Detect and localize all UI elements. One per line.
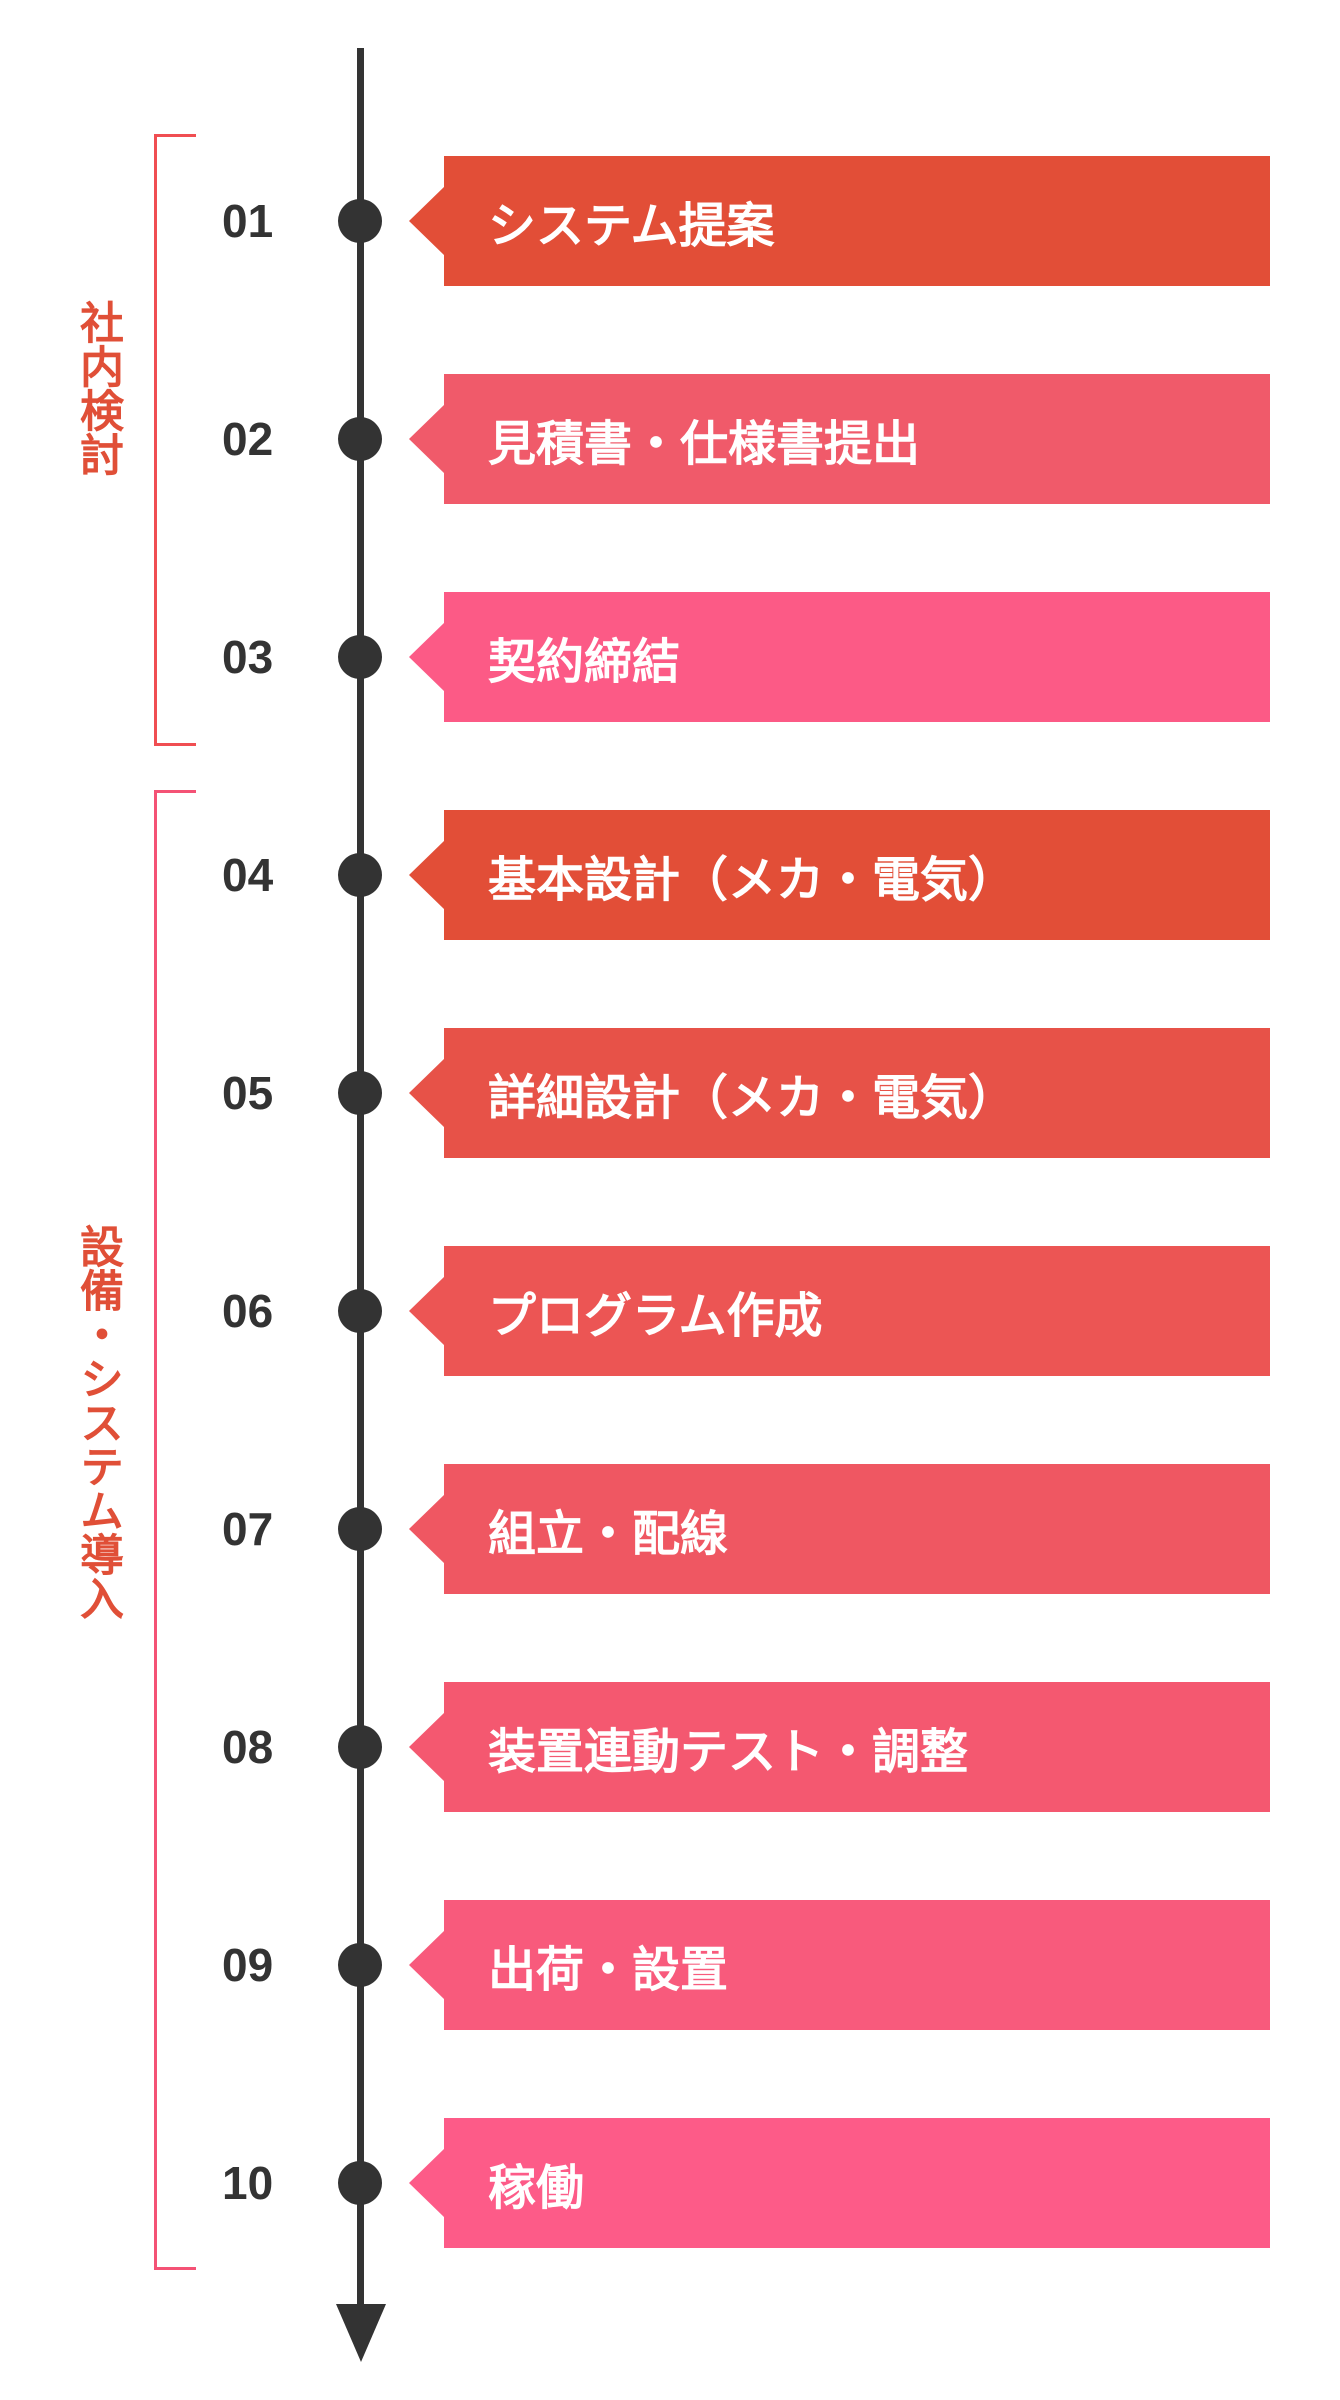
step-pointer [409, 1712, 445, 1782]
step-row: 05 詳細設計（メカ・電気） [0, 1028, 1340, 1158]
step-number: 05 [222, 1067, 274, 1119]
step-number: 02 [222, 413, 274, 465]
timeline-node [338, 2161, 382, 2205]
timeline-arrow-head [336, 2304, 386, 2362]
step-pointer [409, 1058, 445, 1128]
step-number: 08 [222, 1721, 274, 1773]
step-row: 09 出荷・設置 [0, 1900, 1340, 2030]
step-box: 基本設計（メカ・電気） [409, 810, 1270, 940]
group-bracket-system-introduction [154, 790, 196, 2270]
step-label: プログラム作成 [488, 1288, 823, 1344]
group-label-system-introduction: 設備・システム導入 [72, 1224, 123, 1620]
group-label-internal-review: 社内検討 [72, 300, 123, 476]
step-label: 基本設計（メカ・電気） [488, 852, 1017, 908]
step-box: プログラム作成 [409, 1246, 1270, 1376]
timeline-line [357, 48, 364, 2308]
step-number: 09 [222, 1939, 274, 1991]
step-pointer [409, 1276, 445, 1346]
step-box: 詳細設計（メカ・電気） [409, 1028, 1270, 1158]
step-label: 見積書・仕様書提出 [488, 416, 921, 472]
step-label: 契約締結 [488, 634, 681, 690]
step-label: システム提案 [488, 198, 775, 254]
step-pointer [409, 840, 445, 910]
step-row: 08 装置連動テスト・調整 [0, 1682, 1340, 1812]
step-label: 出荷・設置 [488, 1942, 729, 1998]
step-pointer [409, 2148, 445, 2218]
step-pointer [409, 1930, 445, 2000]
step-row: 01 システム提案 [0, 156, 1340, 286]
step-label: 装置連動テスト・調整 [488, 1724, 969, 1780]
step-label: 稼働 [488, 2160, 585, 2216]
step-pointer [409, 404, 445, 474]
step-number: 03 [222, 631, 274, 683]
step-pointer [409, 186, 445, 256]
group-bracket-internal-review [154, 134, 196, 746]
timeline-node [338, 1507, 382, 1551]
step-box: 装置連動テスト・調整 [409, 1682, 1270, 1812]
step-number: 06 [222, 1285, 274, 1337]
step-row: 10 稼働 [0, 2118, 1340, 2248]
step-row: 03 契約締結 [0, 592, 1340, 722]
step-box: 稼働 [409, 2118, 1270, 2248]
step-label: 詳細設計（メカ・電気） [488, 1070, 1017, 1126]
step-number: 01 [222, 195, 274, 247]
timeline-node [338, 1725, 382, 1769]
step-row: 02 見積書・仕様書提出 [0, 374, 1340, 504]
timeline-node [338, 853, 382, 897]
step-number: 10 [222, 2157, 274, 2209]
step-row: 06 プログラム作成 [0, 1246, 1340, 1376]
timeline-node [338, 417, 382, 461]
step-box: 組立・配線 [409, 1464, 1270, 1594]
step-box: 見積書・仕様書提出 [409, 374, 1270, 504]
step-box: 出荷・設置 [409, 1900, 1270, 2030]
step-pointer [409, 622, 445, 692]
step-row: 04 基本設計（メカ・電気） [0, 810, 1340, 940]
timeline-node [338, 199, 382, 243]
step-pointer [409, 1494, 445, 1564]
timeline-node [338, 1071, 382, 1115]
step-box: システム提案 [409, 156, 1270, 286]
step-number: 07 [222, 1503, 274, 1555]
step-label: 組立・配線 [488, 1506, 729, 1562]
timeline-node [338, 1289, 382, 1333]
step-row: 07 組立・配線 [0, 1464, 1340, 1594]
step-number: 04 [222, 849, 274, 901]
step-box: 契約締結 [409, 592, 1270, 722]
timeline-node [338, 1943, 382, 1987]
timeline-node [338, 635, 382, 679]
